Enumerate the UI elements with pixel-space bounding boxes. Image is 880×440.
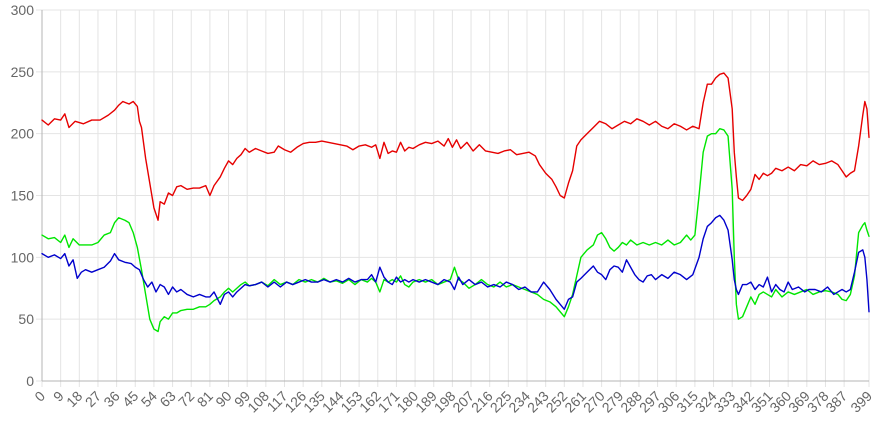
y-tick-label: 100 xyxy=(11,249,35,265)
axes xyxy=(41,10,869,382)
y-tick-label: 0 xyxy=(26,373,34,389)
y-tick-label: 50 xyxy=(18,311,34,327)
series-group xyxy=(41,72,870,333)
series-line-2 xyxy=(41,128,870,333)
x-tick-label: 0 xyxy=(31,388,48,405)
y-tick-label: 250 xyxy=(11,64,35,80)
series-line-1 xyxy=(41,72,870,221)
y-tick-labels: 0 50 100 150 200 250 300 xyxy=(11,2,35,389)
x-tick-label: 9 xyxy=(50,388,67,405)
x-tick-labels: 0 918273645546372819099108117126135144153… xyxy=(31,388,875,416)
grid xyxy=(36,9,870,387)
y-tick-label: 200 xyxy=(11,126,35,142)
x-tick-label: 387 xyxy=(822,388,850,416)
y-tick-label: 300 xyxy=(11,2,35,18)
series-line-3 xyxy=(41,214,870,313)
x-tick-label: 399 xyxy=(847,388,875,416)
y-tick-label: 150 xyxy=(11,188,35,204)
